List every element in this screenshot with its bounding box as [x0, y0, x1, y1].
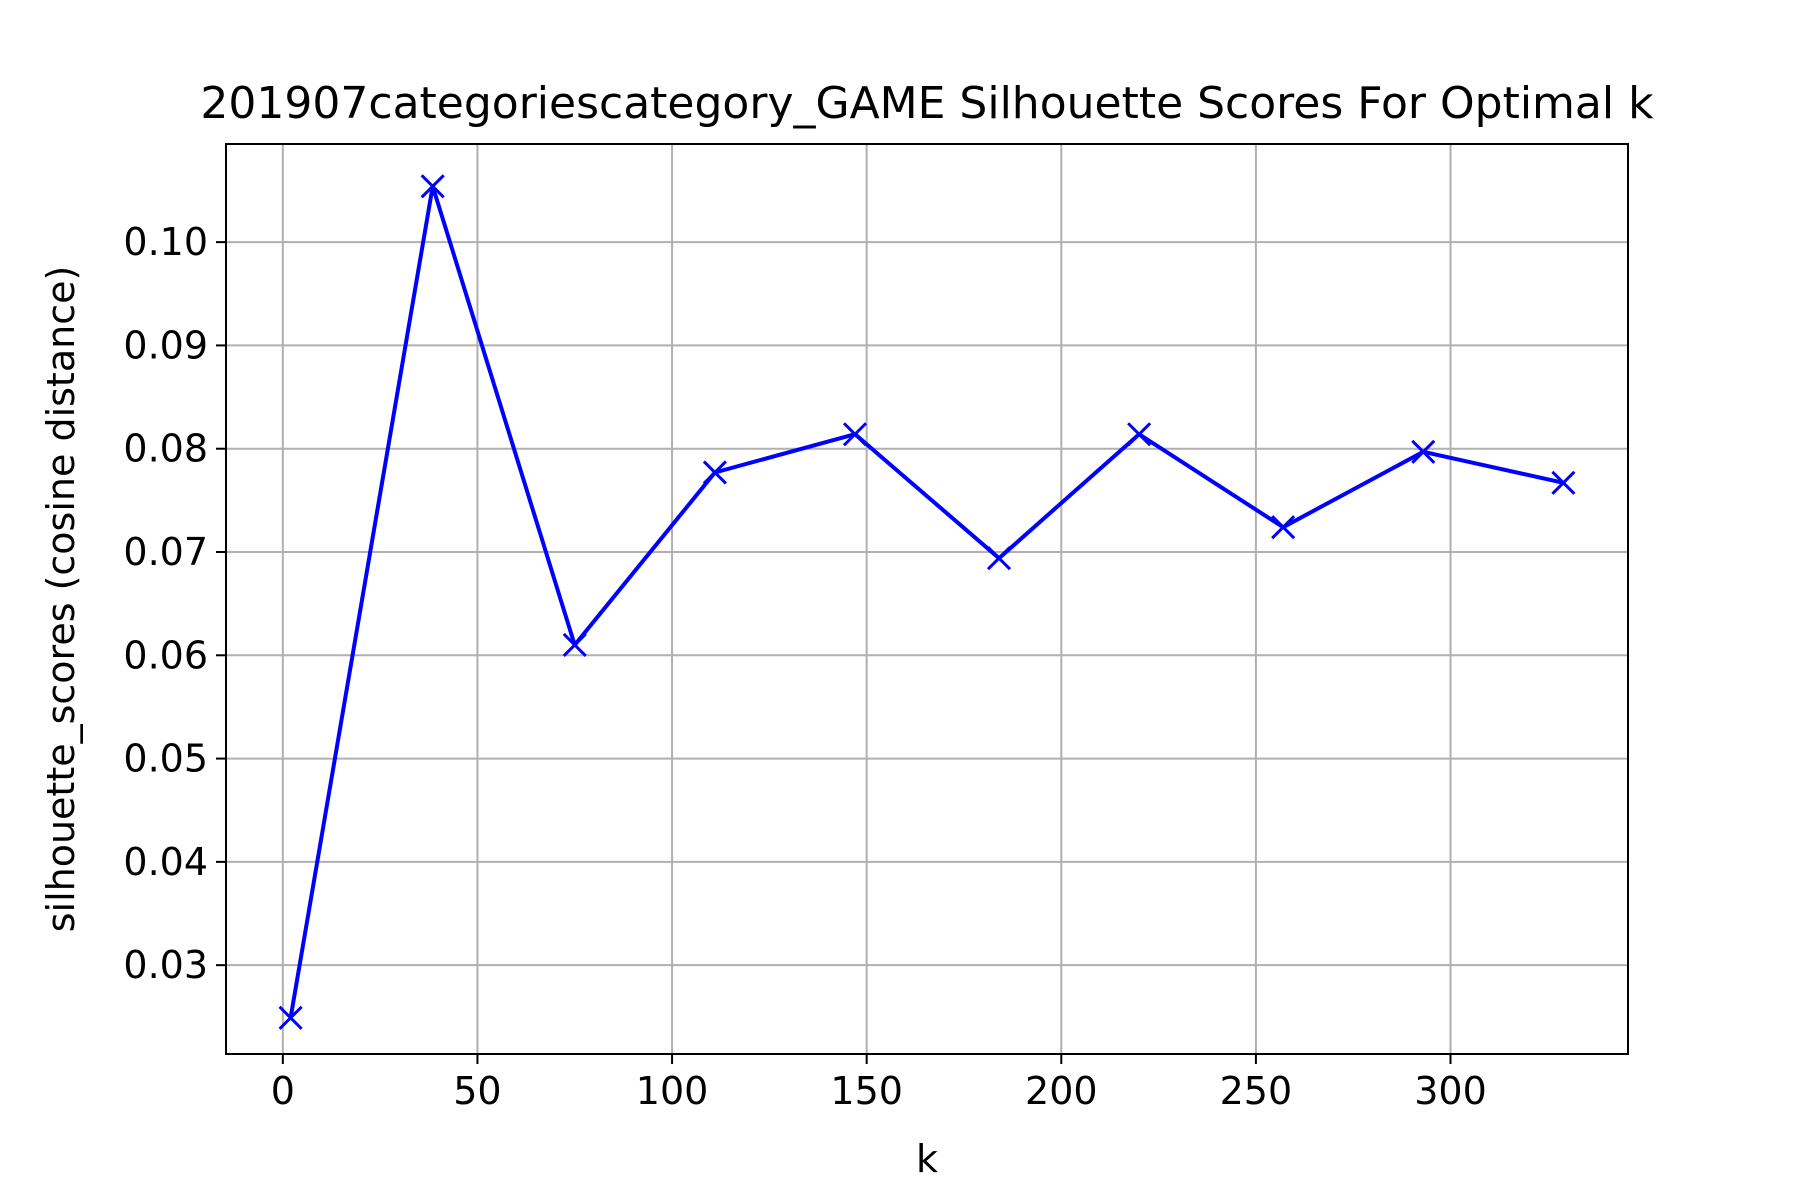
data-point-marker	[1411, 439, 1436, 464]
data-point-marker	[1127, 422, 1152, 447]
y-tick-label: 0.03	[123, 943, 208, 987]
grid-lines	[226, 144, 1628, 1054]
x-tick-label: 0	[271, 1069, 295, 1113]
y-tick-label: 0.10	[123, 220, 208, 264]
data-point-marker	[278, 1005, 303, 1030]
x-tick-label: 50	[453, 1069, 501, 1113]
plot-area-frame	[225, 143, 1629, 1055]
x-tick-label: 200	[1025, 1069, 1098, 1113]
x-tick-label: 100	[636, 1069, 709, 1113]
chart-title: 201907categoriescategory_GAME Silhouette…	[200, 78, 1654, 129]
y-axis-label: silhouette_scores (cosine distance)	[39, 266, 83, 933]
y-tick-label: 0.05	[123, 737, 208, 781]
data-point-marker	[1551, 470, 1576, 495]
x-tick-label: 150	[830, 1069, 903, 1113]
y-tick-label: 0.07	[123, 530, 208, 574]
data-point-marker	[842, 422, 868, 447]
data-point-marker	[562, 632, 587, 658]
x-axis-label: k	[916, 1137, 938, 1181]
data-point-marker	[1271, 515, 1296, 540]
data-point-marker	[420, 174, 445, 199]
y-tick-label: 0.06	[123, 633, 208, 677]
x-tick-label: 250	[1220, 1069, 1293, 1113]
x-axis-ticks: 0 50 100 150 200 250 300	[271, 1054, 1487, 1113]
y-tick-label: 0.04	[123, 840, 208, 884]
series-layer	[278, 174, 1576, 1030]
y-tick-label: 0.08	[123, 427, 208, 471]
y-tick-label: 0.09	[123, 323, 208, 367]
x-tick-label: 300	[1414, 1069, 1487, 1113]
series-line	[288, 184, 1564, 1019]
y-axis-ticks: 0.03 0.04 0.05 0.06 0.07 0.08 0.09 0.10	[123, 220, 226, 987]
data-point-marker	[702, 460, 727, 485]
data-point-marker	[986, 546, 1012, 571]
